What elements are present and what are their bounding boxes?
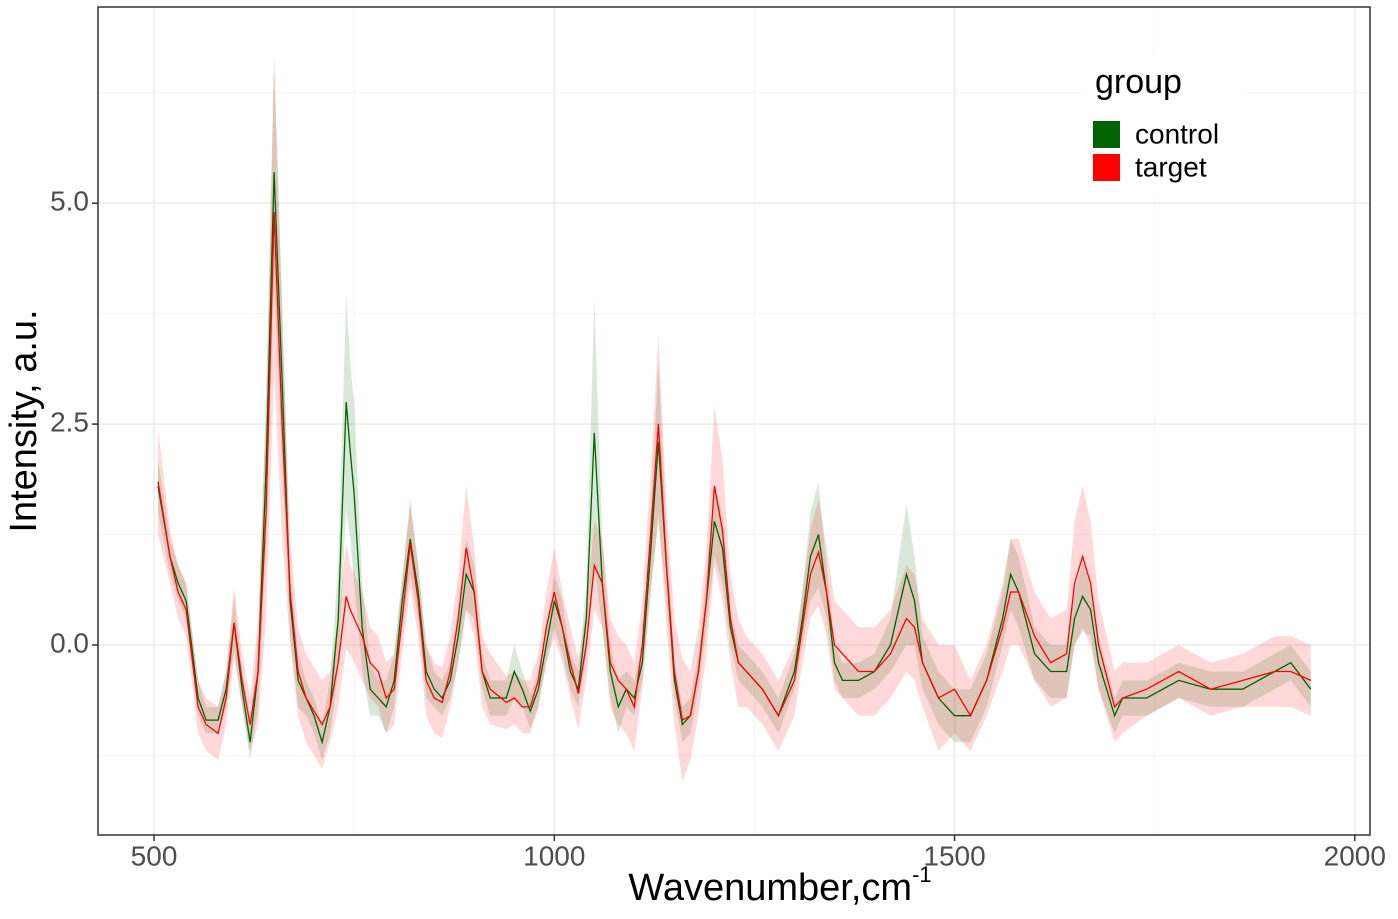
y-tick-label: 0.0 <box>50 627 89 658</box>
error-band <box>158 66 1311 760</box>
y-axis-title: Intensity, a.u. <box>3 309 45 532</box>
y-tick-label: 5.0 <box>50 186 89 217</box>
x-axis-title-superscript: -1 <box>912 862 932 887</box>
legend-label: target <box>1135 151 1207 182</box>
x-axis-title: Wavenumber,cm-1 <box>628 862 931 909</box>
y-tick-label: 2.5 <box>50 406 89 437</box>
plot-border <box>97 6 1371 836</box>
error-band <box>158 53 1311 782</box>
legend-key <box>1093 121 1120 148</box>
line <box>157 172 1312 745</box>
x-tick-label: 2000 <box>1324 840 1386 871</box>
legend-label: control <box>1135 118 1219 149</box>
x-axis-title-main: Wavenumber,cm <box>628 867 912 909</box>
x-tick-label: 1000 <box>523 840 585 871</box>
x-tick-label: 500 <box>131 840 178 871</box>
legend-key <box>1093 154 1120 181</box>
x-tick-label: 1500 <box>923 840 985 871</box>
line <box>157 211 1312 735</box>
legend-title: group <box>1095 63 1182 101</box>
